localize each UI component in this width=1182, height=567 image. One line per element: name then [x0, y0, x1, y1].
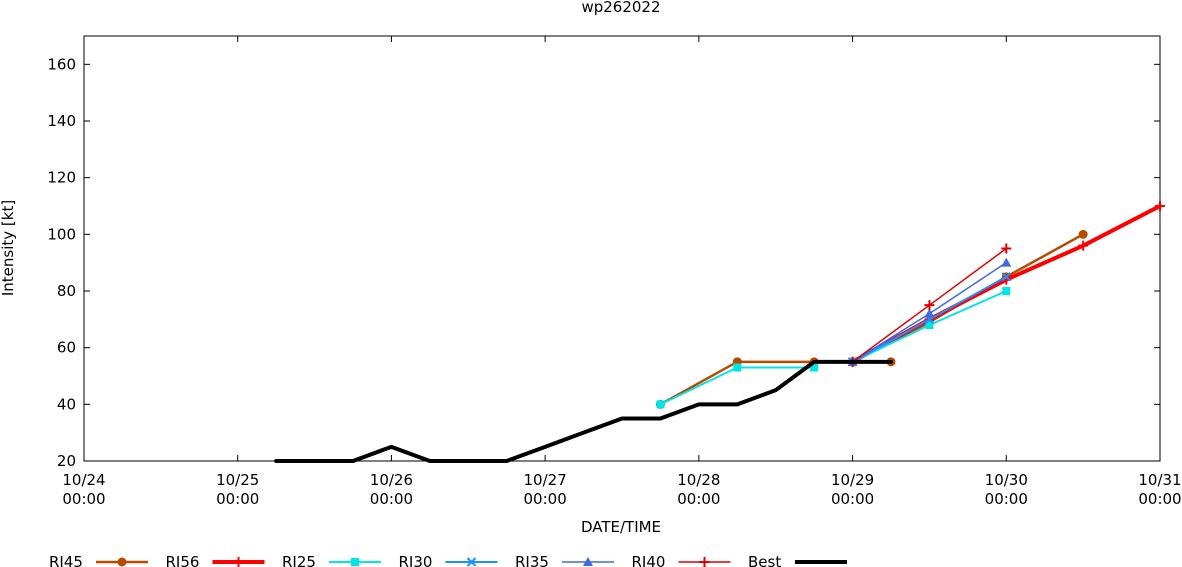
series-ri40 — [847, 243, 1012, 367]
x-tick-label-date: 10/31 — [1138, 471, 1181, 489]
point-marker-plus — [233, 557, 244, 567]
legend-label: RI40 — [632, 553, 666, 567]
legend: RI45 RI56 RI25 RI30 RI35 RI40 Best — [49, 553, 847, 567]
point-marker-plus — [699, 557, 710, 567]
y-tick-label: 120 — [47, 169, 76, 187]
x-tick-label-date: 10/29 — [831, 471, 874, 489]
series-ri25 — [848, 287, 1011, 366]
x-tick-label-date: 10/27 — [524, 471, 567, 489]
point-marker-square — [733, 363, 742, 372]
legend-item-ri25: RI25 — [282, 553, 381, 567]
legend-label: RI56 — [166, 553, 200, 567]
y-tick-label: 100 — [47, 225, 76, 243]
legend-label: Best — [748, 553, 781, 567]
legend-label: RI25 — [282, 553, 316, 567]
x-tick-label-time: 00:00 — [62, 490, 105, 508]
x-tick-label-date: 10/26 — [370, 471, 413, 489]
x-tick-label-date: 10/25 — [216, 471, 259, 489]
x-tick-label-time: 00:00 — [370, 490, 413, 508]
point-marker-plus — [1001, 243, 1012, 254]
plot-frame — [83, 35, 1161, 462]
legend-item-ri35: RI35 — [515, 553, 614, 567]
y-axis-label: Intensity [kt] — [0, 200, 17, 296]
point-marker-x — [1001, 272, 1011, 282]
x-tick-label-time: 00:00 — [677, 490, 720, 508]
point-marker-square — [656, 400, 665, 409]
legend-label: RI30 — [399, 553, 433, 567]
chart-title: wp262022 — [581, 0, 660, 16]
legend-label: RI45 — [49, 553, 83, 567]
point-marker-square — [810, 363, 819, 372]
y-tick-label: 80 — [57, 282, 76, 300]
x-axis: 10/2400:0010/2500:0010/2600:0010/2700:00… — [62, 36, 1182, 508]
point-marker-triangle — [924, 308, 935, 318]
point-marker-circle — [117, 557, 127, 567]
series-layer — [274, 201, 1165, 463]
series-ri25 — [656, 363, 819, 409]
y-tick-label: 20 — [57, 452, 76, 470]
legend-item-ri56: RI56 — [166, 553, 265, 567]
x-tick-label-time: 00:00 — [216, 490, 259, 508]
x-tick-label-time: 00:00 — [524, 490, 567, 508]
legend-label: RI35 — [515, 553, 549, 567]
point-marker-circle — [1078, 229, 1088, 239]
point-marker-triangle — [583, 557, 593, 566]
series-line-best — [274, 359, 893, 463]
series-line-ri25 — [659, 366, 816, 406]
x-tick-label-date: 10/30 — [985, 471, 1028, 489]
x-tick-label-time: 00:00 — [1138, 490, 1181, 508]
y-axis: 20 40 60 80 100 120 140 160 — [47, 55, 1160, 470]
legend-item-ri45: RI45 — [49, 553, 148, 567]
series-ri35 — [847, 257, 1012, 366]
point-marker-square — [351, 558, 359, 566]
legend-item-best: Best — [748, 553, 847, 567]
point-marker-x — [466, 557, 477, 567]
point-marker-plus — [924, 300, 935, 311]
x-tick-label-date: 10/24 — [62, 471, 105, 489]
point-marker-plus — [1078, 240, 1089, 251]
x-tick-label-time: 00:00 — [831, 490, 874, 508]
point-marker-square — [925, 321, 934, 329]
series-best — [274, 359, 893, 463]
point-marker-plus — [1155, 201, 1165, 211]
x-axis-label: DATE/TIME — [581, 518, 661, 536]
legend-item-ri40: RI40 — [632, 553, 731, 567]
y-tick-label: 160 — [47, 55, 76, 73]
y-tick-label: 60 — [57, 339, 76, 357]
legend-item-ri30: RI30 — [399, 553, 498, 567]
x-tick-label-date: 10/28 — [677, 471, 720, 489]
point-marker-square — [1002, 287, 1011, 295]
y-tick-label: 40 — [57, 395, 76, 413]
point-marker-triangle — [1001, 257, 1012, 267]
y-tick-label: 140 — [47, 112, 76, 130]
x-tick-label-time: 00:00 — [985, 490, 1028, 508]
